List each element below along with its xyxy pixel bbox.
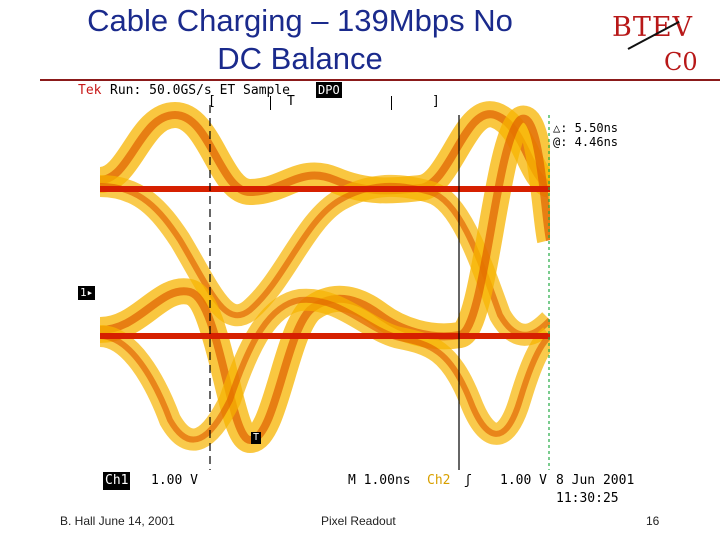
ch1-label: Ch1 [103, 472, 131, 490]
ch2-label: Ch2 [427, 473, 451, 488]
trigger-level-marker: T [251, 432, 262, 444]
ch1-scale: 1.00 V [151, 473, 198, 488]
run-status: Run: 50.0GS/s ET Sample [110, 83, 291, 98]
scope-brand: Tek [78, 83, 102, 98]
eye-pattern-lower [100, 105, 550, 454]
waveform-display [100, 101, 550, 470]
capture-date: 8 Jun 2001 [556, 473, 635, 488]
channel1-marker: 1▸ [78, 286, 96, 300]
record-tick-right [391, 96, 392, 110]
trigger-slope-icon: ʃ [464, 473, 472, 488]
record-bracket-left: [ [208, 94, 216, 109]
at-readout: @: 4.46ns [553, 135, 619, 149]
delta-readout: △: 5.50ns [553, 121, 619, 135]
eye-pattern-upper [100, 101, 550, 346]
slide-title: Cable Charging – 139Mbps No DC Balance [40, 2, 560, 78]
capture-time: 11:30:25 [556, 491, 619, 506]
footer-section: Pixel Readout [321, 514, 396, 528]
dpo-badge: DPO [316, 82, 342, 98]
btev-logo: BTEV C0 [592, 8, 702, 76]
timebase: M 1.00ns [348, 473, 411, 488]
record-bracket-right: ] [432, 94, 440, 109]
record-tick-left [270, 96, 271, 110]
title-line-1: Cable Charging – 139Mbps No [87, 3, 513, 38]
page-number: 16 [646, 514, 660, 528]
logo-top-text: BTEV [612, 12, 694, 43]
ch2-scale: 1.00 V [500, 473, 547, 488]
title-line-2: DC Balance [217, 41, 383, 76]
logo-bottom-text: C0 [664, 48, 698, 76]
title-divider [40, 79, 720, 81]
footer-author-date: B. Hall June 14, 2001 [60, 514, 175, 528]
trigger-position-marker: T [287, 94, 295, 109]
